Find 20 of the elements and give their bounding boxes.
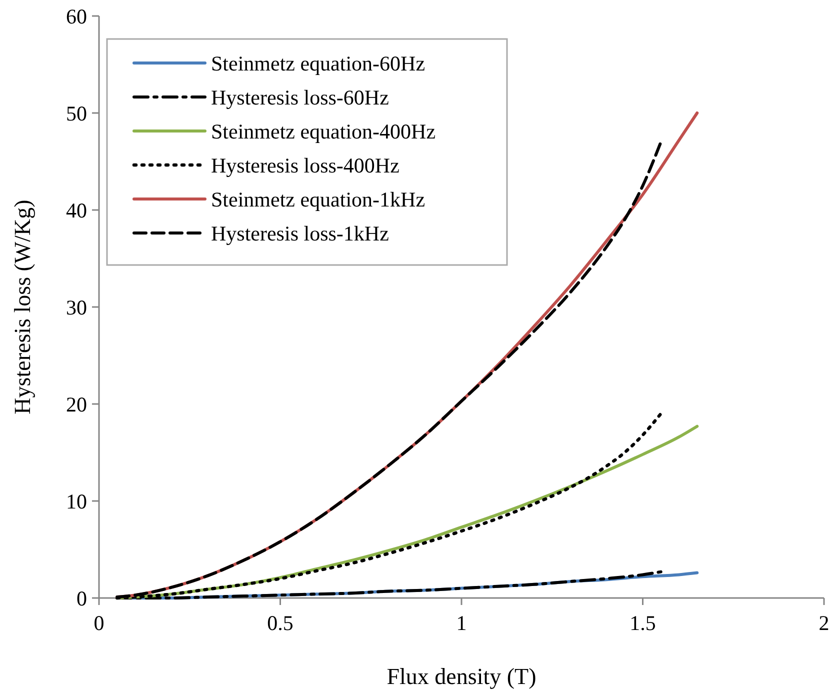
y-tick-label: 60: [66, 4, 87, 28]
x-tick-label: 0: [94, 611, 104, 635]
x-tick-label: 1: [456, 611, 467, 635]
y-tick-label: 50: [66, 101, 87, 126]
x-tick-label: 1.5: [630, 611, 656, 635]
legend-label: Steinmetz equation-60Hz: [211, 51, 426, 76]
x-tick-label: 0.5: [267, 611, 294, 635]
legend-label: Hysteresis loss-1kHz: [211, 221, 389, 246]
legend-label: Steinmetz equation-400Hz: [211, 119, 436, 144]
y-tick-label: 20: [66, 392, 87, 416]
legend-label: Hysteresis loss-60Hz: [211, 85, 389, 110]
x-axis-title: Flux density (T): [386, 664, 536, 689]
y-tick-label: 10: [66, 489, 87, 514]
x-tick-label: 2: [818, 611, 830, 635]
legend-label: Steinmetz equation-1kHz: [211, 187, 426, 212]
y-axis-title: Hysteresis loss (W/Kg): [10, 200, 35, 414]
y-tick-label: 40: [66, 198, 87, 222]
legend-label: Hysteresis loss-400Hz: [211, 153, 400, 178]
y-tick-label: 0: [76, 586, 87, 610]
y-tick-label: 30: [66, 295, 87, 320]
